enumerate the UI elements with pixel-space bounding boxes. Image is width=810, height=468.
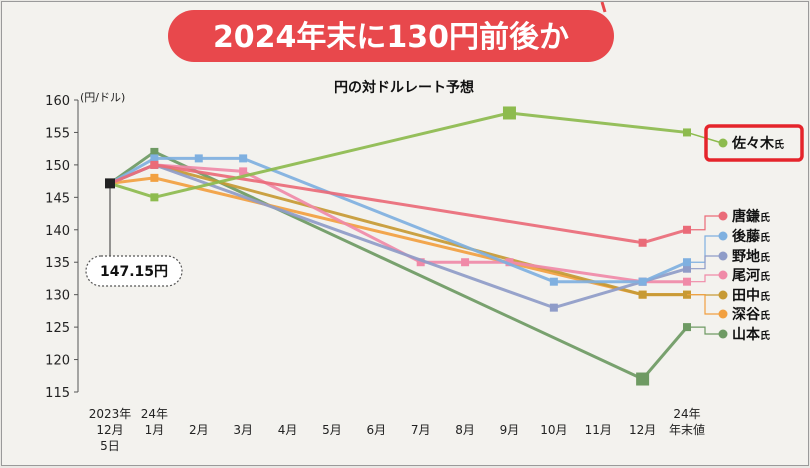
- start-callout-label: 147.15円: [100, 264, 168, 280]
- series-layer: [110, 106, 691, 385]
- series-山本: [110, 148, 691, 386]
- y-tick-label: 145: [45, 191, 70, 206]
- data-point: [639, 278, 647, 286]
- y-tick-label: 125: [45, 321, 70, 336]
- y-tick-label: 155: [45, 126, 70, 141]
- series-唐鎌: [110, 161, 691, 247]
- x-tick-label: 年末値: [669, 422, 705, 437]
- x-tick-label: 2023年: [89, 407, 132, 421]
- data-point: [150, 161, 158, 169]
- chart-title: 円の対ドルレート予想: [334, 79, 474, 96]
- x-tick-label: 24年: [141, 407, 168, 421]
- x-tick-label: 12月: [96, 423, 123, 437]
- legend-item-尾河: 尾河氏: [687, 267, 770, 284]
- start-marker: [105, 178, 115, 188]
- data-point: [503, 106, 516, 119]
- x-tick-label: 24年: [673, 407, 700, 421]
- headline-text: 2024年末に130円前後か: [213, 20, 569, 55]
- legend-marker: [719, 271, 728, 280]
- x-tick-label: 6月: [366, 423, 386, 437]
- legend-label: 後藤氏: [732, 228, 770, 245]
- data-point: [639, 239, 647, 247]
- legend-label: 深谷氏: [732, 306, 770, 323]
- x-tick-label: 8月: [455, 423, 475, 437]
- x-tick-label: 1月: [145, 423, 165, 437]
- data-point: [150, 174, 158, 182]
- legend-marker: [719, 139, 728, 148]
- x-tick-label: 7月: [411, 423, 431, 437]
- y-axis-ticks: 115 120 125 130 135 140 145 150 155 160: [45, 94, 78, 401]
- y-tick-label: 140: [45, 224, 70, 239]
- headline-banner: 2024年末に130円前後か: [168, 2, 614, 62]
- legend-label: 山本氏: [732, 326, 770, 343]
- legend-marker: [719, 252, 728, 261]
- legend-marker: [719, 310, 728, 319]
- x-tick-label: 11月: [585, 423, 612, 437]
- data-point: [636, 373, 649, 386]
- legend-label: 唐鎌氏: [732, 208, 770, 225]
- legend-item-山本: 山本氏: [687, 326, 770, 343]
- legend-label: 野地氏: [732, 248, 770, 265]
- x-tick-label: 12月: [629, 423, 656, 437]
- legend-leader: [687, 295, 722, 314]
- y-tick-label: 150: [45, 159, 70, 174]
- x-tick-label: 3月: [233, 423, 253, 437]
- legend-item-田中: 田中氏: [687, 287, 770, 304]
- data-point: [239, 154, 247, 162]
- x-tick-label: 9月: [500, 423, 520, 437]
- data-point: [195, 154, 203, 162]
- start-callout: 147.15円: [86, 183, 182, 286]
- x-tick-label: 5日: [100, 439, 120, 453]
- x-tick-label: 10月: [540, 423, 567, 437]
- x-tick-label: 2月: [189, 423, 209, 437]
- legend-marker: [719, 212, 728, 221]
- data-point: [461, 258, 469, 266]
- banner-pointer: [602, 2, 605, 12]
- series-佐々木: [110, 106, 691, 201]
- legend-marker: [719, 291, 728, 300]
- legend-label: 佐々木氏: [731, 135, 784, 152]
- y-tick-label: 115: [45, 386, 70, 401]
- legend-marker: [719, 330, 728, 339]
- x-tick-label: 4月: [278, 423, 298, 437]
- legend-leader: [687, 275, 722, 282]
- data-point: [550, 278, 558, 286]
- legend-item-野地: 野地氏: [687, 248, 770, 269]
- legend-label: 田中氏: [732, 287, 770, 304]
- x-tick-label: 5月: [322, 423, 342, 437]
- legend-leader: [687, 327, 722, 334]
- data-point: [639, 291, 647, 299]
- x-axis-labels: 2023年 12月 5日 24年 1月 2月 3月 4月 5月 6月 7月 8月 9月 10月 11月 12月…: [89, 407, 705, 453]
- legend-marker: [719, 232, 728, 241]
- legend-item-佐々木: 佐々木氏: [687, 132, 784, 152]
- legend-leader: [687, 216, 722, 230]
- y-tick-label: 135: [45, 256, 70, 271]
- data-point: [550, 304, 558, 312]
- data-point: [150, 193, 158, 201]
- y-tick-label: 130: [45, 289, 70, 304]
- y-axis-unit: (円/ドル): [80, 91, 125, 104]
- y-tick-label: 120: [45, 354, 70, 369]
- legend-item-唐鎌: 唐鎌氏: [687, 208, 770, 230]
- legend-label: 尾河氏: [732, 267, 770, 284]
- y-tick-label: 160: [45, 94, 70, 109]
